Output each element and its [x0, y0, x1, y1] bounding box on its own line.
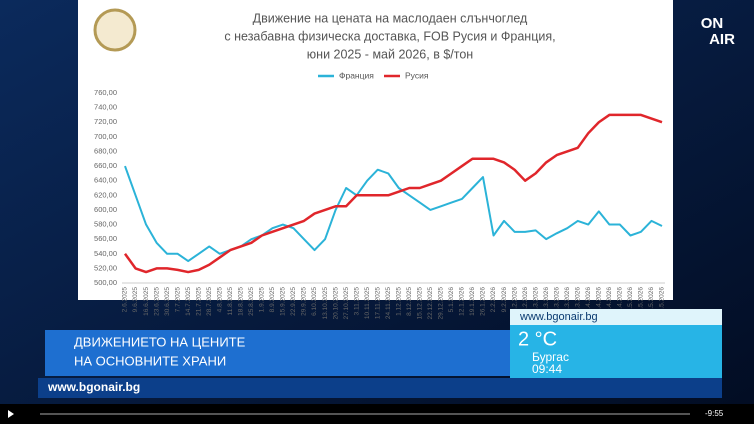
- x-tick-label: 30.6.2025: [164, 287, 171, 316]
- x-tick-label: 1.12.2025: [395, 287, 402, 316]
- footer-bar: [38, 378, 722, 398]
- x-tick-label: 2.2.2026: [490, 287, 497, 313]
- x-tick-label: 22.9.2025: [290, 287, 297, 316]
- y-tick-label: 520,00: [94, 263, 117, 272]
- x-tick-label: 13.10.2025: [322, 287, 329, 320]
- x-tick-label: 11.8.2025: [227, 287, 234, 316]
- y-tick-label: 660,00: [94, 161, 117, 170]
- x-tick-label: 16.2.2026: [511, 287, 518, 316]
- y-tick-label: 500,00: [94, 278, 117, 287]
- x-tick-label: 4.8.2025: [216, 287, 223, 313]
- x-tick-label: 26.1.2026: [480, 287, 487, 316]
- x-tick-label: 20.4.2026: [606, 287, 613, 316]
- legend-label: Русия: [405, 70, 429, 80]
- channel-logo: AIR: [709, 31, 735, 48]
- x-tick-label: 27.4.2026: [617, 287, 624, 316]
- x-tick-label: 5.1.2026: [448, 287, 455, 313]
- x-tick-label: 27.10.2025: [343, 287, 350, 320]
- y-tick-label: 600,00: [94, 205, 117, 214]
- channel-logo: ON: [701, 15, 724, 32]
- x-tick-label: 30.3.2026: [574, 287, 581, 316]
- x-tick-label: 25.5.2026: [659, 287, 666, 316]
- y-tick-label: 560,00: [94, 234, 117, 243]
- chart-title: с незабавна физическа доставка, FOB Руси…: [224, 29, 555, 43]
- x-tick-label: 8.12.2025: [406, 287, 413, 316]
- x-tick-label: 17.11.2025: [374, 287, 381, 319]
- x-tick-label: 6.10.2025: [311, 287, 318, 316]
- x-tick-label: 7.7.2025: [174, 287, 181, 313]
- headline: НА ОСНОВНИТЕ ХРАНИ: [74, 353, 226, 368]
- weather-site: www.bgonair.bg: [519, 311, 598, 323]
- x-tick-label: 10.11.2025: [364, 287, 371, 319]
- x-tick-label: 8.9.2025: [269, 287, 276, 313]
- x-tick-label: 9.6.2025: [132, 287, 139, 313]
- chart-title: юни 2025 - май 2026, в $/тон: [307, 47, 473, 61]
- x-tick-label: 23.6.2025: [153, 287, 160, 316]
- x-tick-label: 2.6.2025: [122, 287, 129, 313]
- play-button[interactable]: [8, 410, 14, 418]
- x-tick-label: 16.3.2026: [553, 287, 560, 316]
- x-tick-label: 18.5.2026: [648, 287, 655, 316]
- remaining-time: -9:55: [705, 409, 724, 418]
- weather-temp: 2 °C: [518, 328, 557, 350]
- headline: ДВИЖЕНИЕТО НА ЦЕНИТЕ: [74, 334, 246, 349]
- y-tick-label: 580,00: [94, 220, 117, 229]
- weather-time: 09:44: [532, 362, 562, 376]
- footer-site: www.bgonair.bg: [47, 380, 140, 394]
- x-tick-label: 1.9.2025: [259, 287, 266, 313]
- x-tick-label: 13.4.2026: [596, 287, 603, 316]
- y-tick-label: 680,00: [94, 146, 117, 155]
- legend-label: Франция: [339, 70, 374, 80]
- y-tick-label: 760,00: [94, 88, 117, 97]
- x-tick-label: 29.9.2025: [301, 287, 308, 316]
- y-tick-label: 700,00: [94, 132, 117, 141]
- x-tick-label: 23.2.2026: [522, 287, 529, 316]
- x-tick-label: 11.5.2026: [638, 287, 645, 316]
- headline-banner: [45, 330, 513, 376]
- y-tick-label: 740,00: [94, 103, 117, 112]
- x-tick-label: 25.8.2025: [248, 287, 255, 316]
- series-line: [124, 165, 663, 263]
- x-tick-label: 28.7.2025: [206, 287, 213, 316]
- x-tick-label: 12.1.2026: [459, 287, 466, 316]
- x-tick-label: 22.12.2025: [427, 287, 434, 320]
- logo: [93, 8, 137, 52]
- x-tick-label: 15.12.2025: [417, 287, 424, 320]
- x-tick-label: 16.6.2025: [143, 287, 150, 316]
- series-line: [123, 113, 663, 274]
- x-tick-label: 20.10.2025: [332, 287, 339, 320]
- y-tick-label: 540,00: [94, 249, 117, 258]
- weather-header: [510, 309, 722, 325]
- x-tick-label: 4.5.2026: [627, 287, 634, 313]
- x-tick-label: 29.12.2025: [438, 287, 445, 320]
- x-tick-label: 9.2.2026: [501, 287, 508, 313]
- x-tick-label: 2.3.2026: [532, 287, 539, 313]
- progress-bar[interactable]: [40, 413, 690, 415]
- x-tick-label: 9.3.2026: [543, 287, 550, 313]
- x-tick-label: 18.8.2025: [238, 287, 245, 316]
- weather-city: Бургас: [532, 350, 569, 364]
- x-tick-label: 15.9.2025: [280, 287, 287, 316]
- x-tick-label: 19.1.2026: [469, 287, 476, 316]
- weather-panel: [510, 325, 722, 378]
- y-tick-label: 640,00: [94, 176, 117, 185]
- chart-title: Движение на цената на маслодаен слънчогл…: [253, 11, 528, 25]
- chart-panel: [78, 0, 673, 300]
- y-tick-label: 620,00: [94, 190, 117, 199]
- y-tick-label: 720,00: [94, 117, 117, 126]
- x-tick-label: 3.11.2025: [353, 287, 360, 316]
- x-tick-label: 6.4.2026: [585, 287, 592, 313]
- x-tick-label: 21.7.2025: [195, 287, 202, 316]
- x-tick-label: 14.7.2025: [185, 287, 192, 316]
- x-tick-label: 23.3.2026: [564, 287, 571, 316]
- x-tick-label: 24.11.2025: [385, 287, 392, 319]
